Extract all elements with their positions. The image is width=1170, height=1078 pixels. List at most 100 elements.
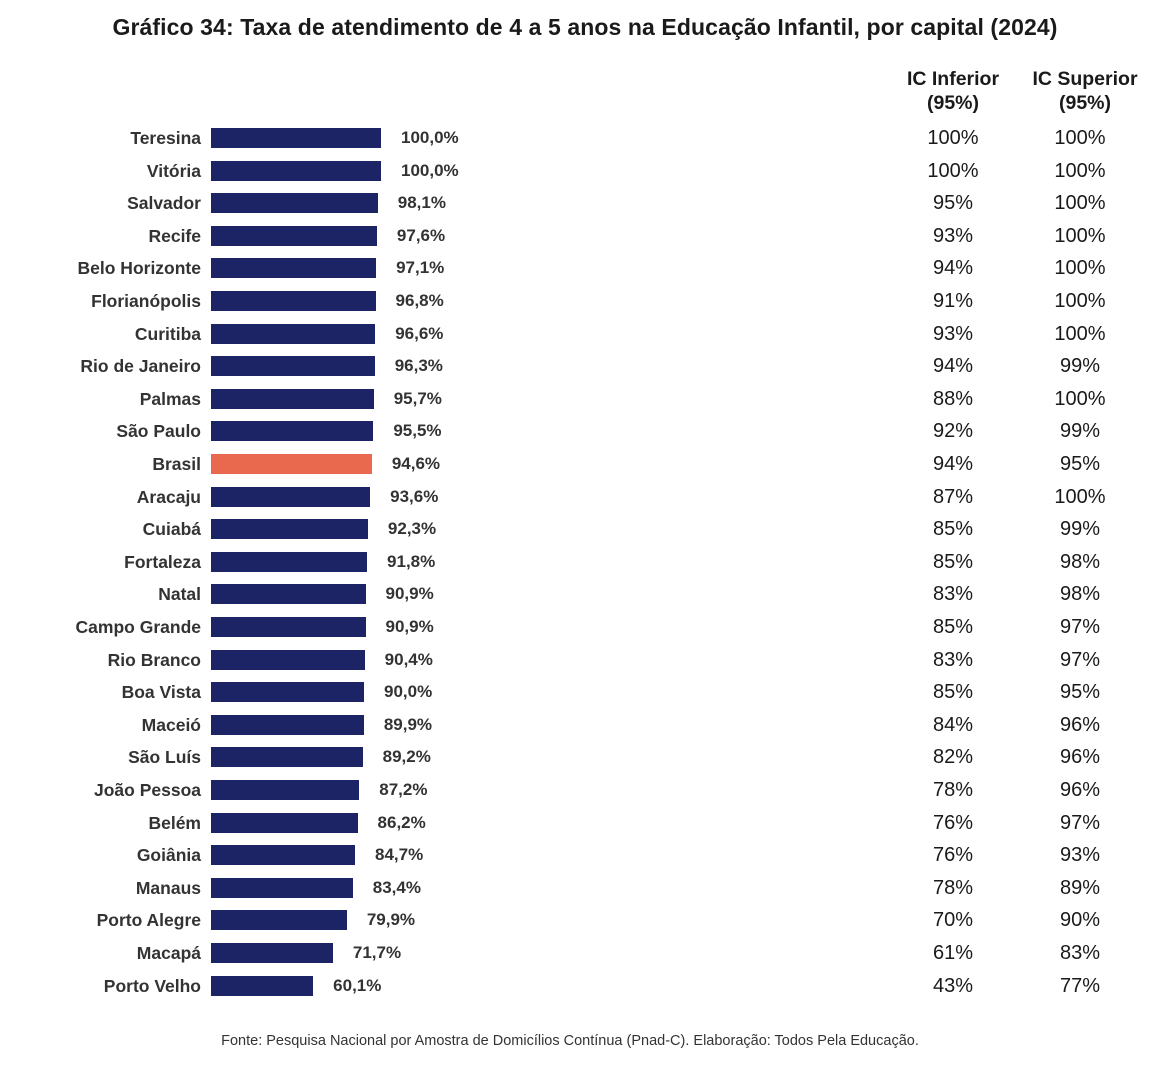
value-label: 90,9%	[385, 617, 434, 636]
ci-upper-value: 97%	[1059, 811, 1101, 834]
chart-row: Fortaleza 91,8% 85% 98%	[0, 550, 1170, 574]
category-label: Belém	[148, 812, 201, 833]
bar	[211, 551, 368, 572]
value-label: 92,3%	[387, 519, 437, 539]
category-label: Florianópolis	[91, 291, 201, 311]
ci-lower-value: 94%	[932, 257, 974, 280]
chart-row: Cuiabá 92,3% 85% 99%	[0, 517, 1170, 541]
bar	[211, 780, 360, 800]
bar	[211, 714, 364, 735]
ci-upper-value: 100%	[1054, 322, 1106, 345]
ci-lower-value: 85%	[932, 681, 974, 704]
ci-upper-header-line2: (95%)	[1058, 92, 1112, 114]
ci-lower-value: 92%	[932, 420, 974, 443]
category-label: Palmas	[139, 388, 201, 409]
ci-upper-value: 97%	[1059, 616, 1101, 638]
category-label: Vitória	[146, 160, 201, 181]
bar	[211, 845, 355, 866]
bar	[211, 682, 364, 703]
bar	[211, 812, 358, 833]
category-label: Goiânia	[136, 845, 201, 866]
category-label: Boa Vista	[121, 682, 201, 703]
chart-row: Porto Alegre 79,9% 70% 90%	[0, 908, 1170, 932]
chart-row: Maceió 89,9% 84% 96%	[0, 713, 1170, 737]
ci-lower-value: 93%	[932, 224, 974, 247]
ci-upper-value: 93%	[1059, 844, 1101, 867]
value-label: 100,0%	[401, 128, 459, 147]
ci-upper-value: 100%	[1054, 485, 1106, 508]
ci-upper-value: 98%	[1059, 583, 1101, 606]
chart-row: Rio Branco 90,4% 83% 97%	[0, 648, 1170, 672]
ci-upper-value: 97%	[1059, 648, 1101, 671]
value-label: 89,9%	[383, 714, 433, 734]
ci-lower-header-line2: (95%)	[926, 92, 980, 114]
bar	[211, 584, 366, 605]
ci-upper-value: 98%	[1059, 550, 1101, 573]
bar	[211, 128, 381, 148]
ci-upper-header-line1: IC Superior	[1032, 68, 1138, 90]
ci-lower-value: 84%	[932, 713, 974, 736]
ci-upper-value: 99%	[1059, 355, 1101, 378]
bar	[211, 943, 333, 963]
ci-lower-value: 70%	[932, 909, 974, 932]
chart-row: Belém 86,2% 76% 97%	[0, 811, 1170, 835]
value-label: 90,0%	[384, 682, 433, 702]
category-label: Aracaju	[136, 486, 201, 507]
ci-upper-value: 100%	[1054, 387, 1106, 410]
category-label: Rio de Janeiro	[80, 356, 201, 377]
category-label: Fortaleza	[124, 551, 201, 572]
bar	[211, 747, 363, 768]
ci-upper-value: 100%	[1054, 192, 1106, 215]
value-label: 96,6%	[395, 323, 444, 343]
bar	[211, 356, 375, 377]
bar	[211, 519, 368, 540]
category-label: Maceió	[141, 714, 201, 735]
ci-lower-value: 76%	[932, 844, 974, 867]
value-label: 89,2%	[382, 747, 431, 767]
ci-lower-value: 78%	[932, 876, 974, 899]
category-label: Recife	[148, 225, 201, 246]
chart-row: Manaus 83,4% 78% 89%	[0, 876, 1170, 900]
value-label: 83,4%	[372, 877, 421, 897]
ci-upper-value: 90%	[1059, 909, 1101, 932]
category-label: Teresina	[130, 128, 201, 148]
ci-upper-value: 77%	[1059, 974, 1101, 997]
value-label: 96,8%	[395, 291, 444, 310]
category-label: Belo Horizonte	[77, 258, 201, 279]
bar-chart: Teresina 100,0% 100% 100% Vitória 100,0% 100% 1…	[0, 126, 1170, 998]
chart-row: São Luís 89,2% 82% 96%	[0, 745, 1170, 769]
ci-lower-value: 43%	[932, 974, 974, 997]
ci-lower-value: 83%	[932, 648, 974, 671]
chart-row: Aracaju 93,6% 87% 100%	[0, 485, 1170, 509]
value-label: 97,1%	[396, 258, 445, 278]
ci-upper-value: 100%	[1054, 224, 1106, 247]
ci-lower-value: 85%	[932, 550, 974, 573]
bar	[211, 291, 376, 311]
category-label: Brasil	[152, 454, 201, 474]
ci-upper-value: 100%	[1054, 257, 1106, 280]
ci-upper-value: 99%	[1059, 518, 1101, 541]
value-label: 91,8%	[387, 551, 436, 571]
ci-lower-value: 95%	[932, 192, 974, 215]
ci-lower-value: 88%	[932, 387, 974, 410]
bar	[211, 388, 374, 409]
value-label: 93,6%	[390, 486, 439, 506]
bar	[211, 975, 314, 996]
bar	[211, 910, 347, 931]
category-label: Campo Grande	[75, 617, 201, 637]
chart-row: Porto Velho 60,1% 43% 77%	[0, 974, 1170, 998]
source-note: Fonte: Pesquisa Nacional por Amostra de …	[221, 1033, 919, 1049]
ci-lower-value: 100%	[927, 159, 979, 182]
bar	[211, 617, 366, 637]
chart-row: Teresina 100,0% 100% 100%	[0, 126, 1170, 150]
ci-upper-value: 83%	[1059, 942, 1101, 964]
value-label: 87,2%	[379, 780, 428, 799]
value-label: 60,1%	[333, 975, 382, 995]
chart-row: Rio de Janeiro 96,3% 94% 99%	[0, 354, 1170, 378]
bar	[211, 323, 376, 344]
value-label: 79,9%	[366, 910, 416, 930]
bar-highlight	[211, 454, 372, 474]
ci-upper-value: 96%	[1059, 779, 1101, 801]
ci-upper-header: IC Superior (95%)	[1015, 67, 1155, 115]
ci-lower-value: 82%	[932, 746, 974, 769]
